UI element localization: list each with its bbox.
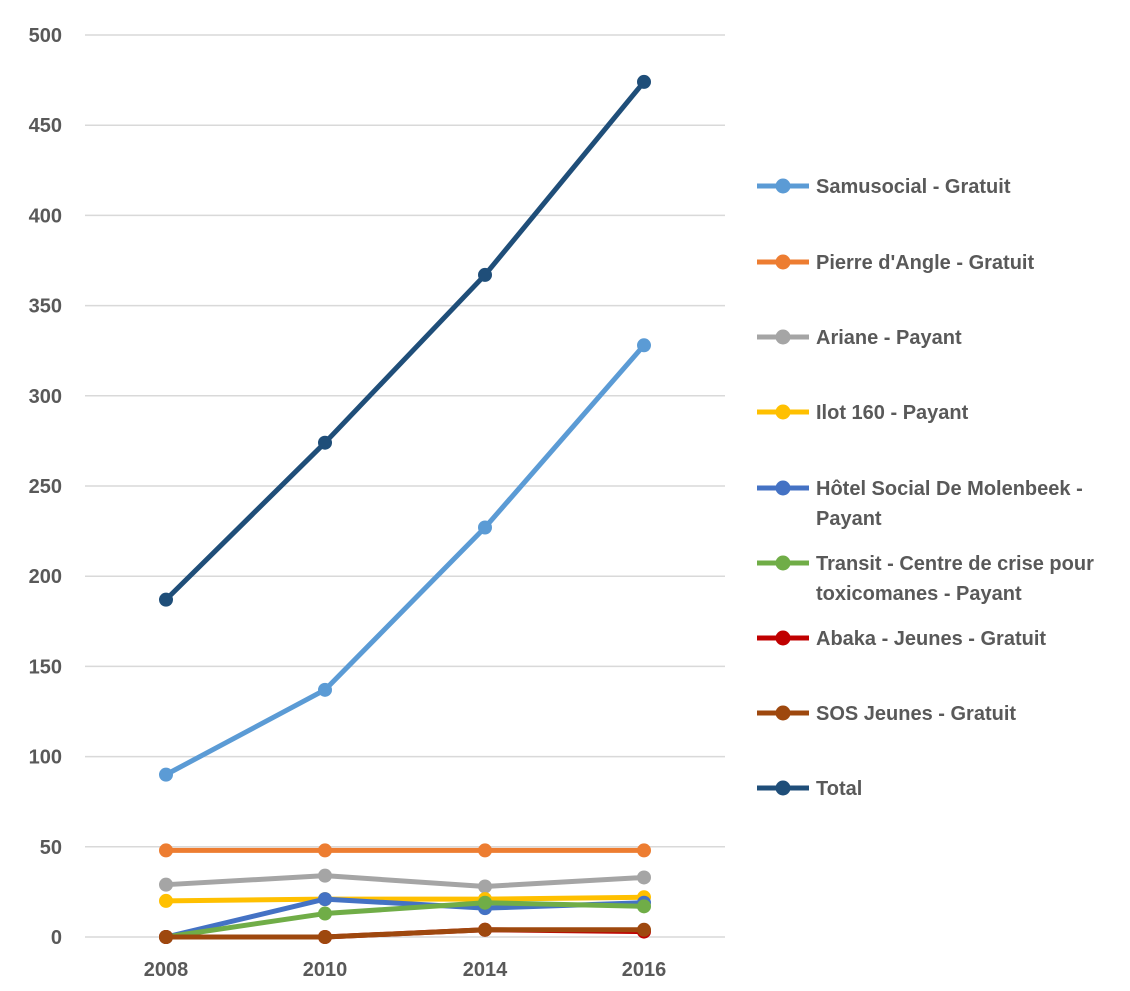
axes: 0 50 100 150 200 250 300 350 400 450 500 2008 2010 20…: [29, 25, 667, 981]
series-line: [163, 927, 647, 940]
data-point: [159, 930, 173, 944]
y-tick-label: 400: [29, 205, 62, 227]
legend-label: Samusocial - Gratuit: [816, 176, 1011, 198]
legend-swatch-marker: [775, 780, 791, 796]
series-line: [163, 79, 647, 603]
legend-item: Total: [757, 778, 862, 800]
series-0: [159, 338, 651, 782]
legend-label: Transit - Centre de crise pour toxicomane…: [816, 553, 1094, 605]
legend-item: Samusocial - Gratuit: [757, 176, 1011, 198]
legend-swatch-marker: [775, 404, 791, 420]
legend-item: Hôtel Social De Molenbeek -Payant: [757, 478, 1083, 530]
data-point: [318, 892, 332, 907]
data-point: [478, 267, 492, 282]
legend-label: Ariane - Payant: [816, 327, 962, 349]
series-line: [163, 900, 647, 940]
legend-swatch-marker: [775, 329, 791, 345]
data-point: [318, 435, 332, 450]
x-tick-label: 2010: [303, 959, 348, 981]
data-point: [637, 74, 651, 89]
legend-item: Abaka - Jeunes - Gratuit: [757, 628, 1046, 650]
legend: Samusocial - Gratuit Pierre d'Angle - Gra…: [757, 176, 1094, 800]
y-tick-label: 350: [29, 296, 62, 318]
data-point: [478, 895, 492, 910]
y-tick-label: 200: [29, 566, 62, 588]
data-point: [159, 893, 173, 908]
data-point: [637, 899, 651, 914]
legend-swatch-marker: [775, 254, 791, 270]
data-point: [318, 906, 332, 921]
data-point: [637, 870, 651, 885]
series-lines: [159, 74, 651, 944]
data-point: [159, 767, 173, 782]
y-tick-label: 250: [29, 476, 62, 498]
y-tick-label: 0: [51, 927, 62, 949]
legend-swatch-marker: [775, 178, 791, 194]
data-point: [318, 682, 332, 697]
x-tick-label: 2016: [622, 959, 667, 981]
data-point: [478, 520, 492, 535]
y-tick-label: 300: [29, 386, 62, 408]
series-line: [163, 342, 647, 778]
data-point: [318, 930, 332, 944]
legend-label: Total: [816, 778, 862, 800]
data-point: [478, 922, 492, 937]
y-tick-label: 150: [29, 656, 62, 678]
legend-item: Ilot 160 - Payant: [757, 402, 969, 424]
series-line: [163, 894, 647, 904]
data-point: [159, 877, 173, 892]
legend-item: Pierre d'Angle - Gratuit: [757, 252, 1034, 274]
data-point: [318, 843, 332, 858]
data-point: [318, 868, 332, 883]
legend-swatch-marker: [775, 480, 791, 496]
legend-swatch-marker: [775, 705, 791, 721]
series-2: [159, 868, 651, 894]
data-point: [159, 592, 173, 607]
series-1: [159, 843, 651, 858]
series-line: [163, 873, 647, 889]
data-point: [478, 843, 492, 858]
y-tick-label: 500: [29, 25, 62, 47]
legend-item: Ariane - Payant: [757, 327, 962, 349]
legend-item: SOS Jeunes - Gratuit: [757, 703, 1016, 725]
gridlines: [85, 34, 725, 938]
series-7: [159, 922, 651, 944]
data-point: [637, 338, 651, 353]
data-point: [159, 843, 173, 858]
legend-label: SOS Jeunes - Gratuit: [816, 703, 1016, 725]
data-point: [637, 922, 651, 937]
y-tick-label: 50: [40, 837, 62, 859]
y-tick-label: 450: [29, 115, 62, 137]
series-8: [159, 74, 651, 607]
legend-label: Abaka - Jeunes - Gratuit: [816, 628, 1046, 650]
x-tick-label: 2008: [144, 959, 189, 981]
data-point: [637, 843, 651, 858]
legend-swatch-marker: [775, 555, 791, 571]
legend-label: Pierre d'Angle - Gratuit: [816, 252, 1034, 274]
legend-label: Ilot 160 - Payant: [816, 402, 969, 424]
y-tick-label: 100: [29, 747, 62, 769]
legend-item: Transit - Centre de crise pour toxicomane…: [757, 553, 1094, 605]
data-point: [478, 879, 492, 894]
x-tick-label: 2014: [463, 959, 508, 981]
legend-swatch-marker: [775, 630, 791, 646]
legend-label: Hôtel Social De Molenbeek -Payant: [816, 478, 1083, 530]
